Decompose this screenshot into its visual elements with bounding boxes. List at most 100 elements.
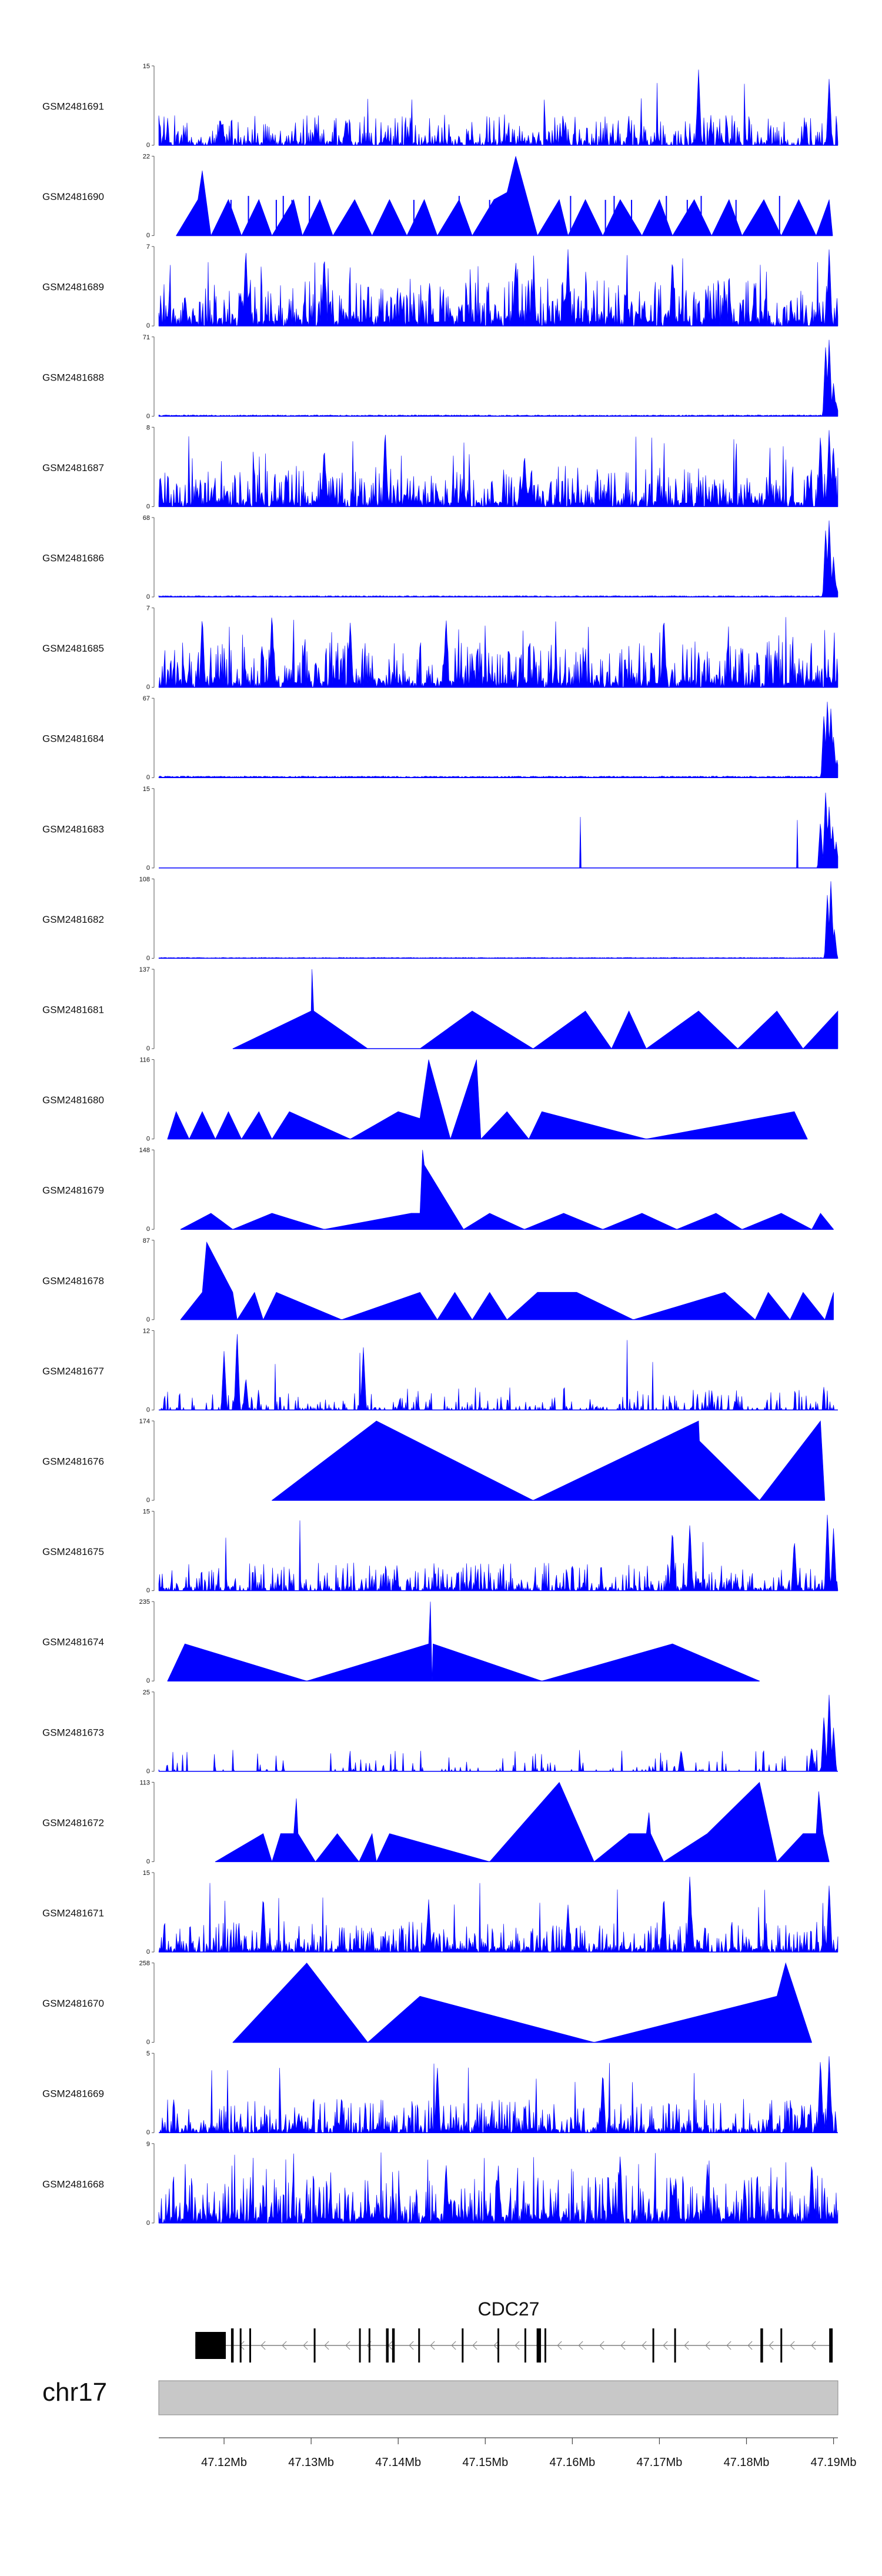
track-label: GSM2481670 bbox=[42, 1998, 104, 2009]
track: GSM2481681 137 0 bbox=[42, 966, 838, 1052]
coverage-area bbox=[158, 430, 838, 507]
track: GSM2481687 8 0 bbox=[42, 424, 838, 510]
strand-arrow bbox=[705, 2341, 710, 2350]
strand-arrow bbox=[409, 2341, 414, 2350]
track-label: GSM2481689 bbox=[42, 282, 104, 293]
coverage-area bbox=[232, 1962, 813, 2043]
x-tick-label: 47.14Mb bbox=[375, 2456, 421, 2469]
track-label: GSM2481688 bbox=[42, 372, 104, 383]
track-label: GSM2481680 bbox=[42, 1095, 104, 1106]
coverage-area bbox=[158, 1514, 838, 1591]
track-label: GSM2481681 bbox=[42, 1004, 104, 1015]
gene-model: CDC27 bbox=[195, 2298, 833, 2363]
track: GSM2481691 15 0 bbox=[42, 63, 838, 149]
strand-arrow bbox=[684, 2341, 689, 2350]
exon bbox=[652, 2328, 654, 2363]
coverage-area bbox=[180, 1241, 834, 1320]
track: GSM2481680 116 0 bbox=[42, 1057, 808, 1143]
strand-arrow bbox=[578, 2341, 583, 2350]
coverage-area bbox=[158, 1876, 838, 1953]
y-min-label: 0 bbox=[146, 322, 150, 329]
track-label: GSM2481669 bbox=[42, 2088, 104, 2100]
coverage-area bbox=[159, 2056, 838, 2134]
y-min-label: 0 bbox=[146, 1948, 150, 1956]
coverage-area bbox=[158, 339, 838, 417]
chromosome-label: chr17 bbox=[42, 2378, 107, 2407]
y-min-label: 0 bbox=[146, 1045, 150, 1052]
strand-arrow bbox=[430, 2341, 435, 2350]
track-label: GSM2481683 bbox=[42, 823, 104, 835]
track-label: GSM2481679 bbox=[42, 1185, 104, 1196]
coverage-area bbox=[215, 1781, 830, 1863]
track: GSM2481675 15 0 bbox=[42, 1509, 838, 1594]
x-tick-label: 47.17Mb bbox=[637, 2456, 683, 2469]
y-max-label: 174 bbox=[139, 1418, 150, 1425]
strand-arrow bbox=[599, 2341, 604, 2350]
track: GSM2481684 67 0 bbox=[42, 695, 838, 781]
y-min-label: 0 bbox=[146, 684, 150, 691]
exon bbox=[313, 2328, 316, 2363]
track-label: GSM2481675 bbox=[42, 1546, 104, 1557]
strand-arrow bbox=[811, 2341, 816, 2350]
coverage-area bbox=[158, 520, 838, 598]
y-max-label: 9 bbox=[146, 2141, 150, 2148]
x-tick-label: 47.18Mb bbox=[724, 2456, 770, 2469]
coverage-area bbox=[159, 792, 838, 869]
y-max-label: 67 bbox=[143, 695, 150, 702]
y-max-label: 71 bbox=[143, 334, 150, 341]
track: GSM2481673 25 0 bbox=[42, 1689, 838, 1775]
exon bbox=[524, 2328, 526, 2363]
track: GSM2481676 174 0 bbox=[42, 1418, 826, 1504]
y-max-label: 15 bbox=[143, 1509, 150, 1516]
track: GSM2481685 7 0 bbox=[42, 605, 838, 691]
track: GSM2481688 71 0 bbox=[42, 334, 838, 420]
chromosome-band bbox=[158, 2380, 838, 2415]
track-label: GSM2481677 bbox=[42, 1366, 104, 1377]
exon bbox=[544, 2328, 546, 2363]
track-label: GSM2481676 bbox=[42, 1456, 104, 1467]
y-min-label: 0 bbox=[146, 2129, 150, 2136]
y-min-label: 0 bbox=[146, 1587, 150, 1594]
strand-arrow bbox=[514, 2341, 520, 2350]
exon bbox=[760, 2328, 763, 2363]
y-min-label: 0 bbox=[146, 1677, 150, 1684]
strand-arrow bbox=[726, 2341, 731, 2350]
strand-arrow bbox=[451, 2341, 456, 2350]
strand-arrow bbox=[663, 2341, 668, 2350]
y-min-label: 0 bbox=[146, 865, 150, 872]
y-max-label: 235 bbox=[139, 1599, 150, 1606]
coverage-area bbox=[159, 1334, 838, 1411]
y-min-label: 0 bbox=[146, 503, 150, 510]
track: GSM2481668 9 0 bbox=[42, 2141, 838, 2227]
strand-arrow bbox=[557, 2341, 562, 2350]
exon bbox=[462, 2328, 464, 2363]
y-max-label: 15 bbox=[143, 63, 150, 70]
y-max-label: 108 bbox=[139, 876, 150, 883]
y-min-label: 0 bbox=[146, 1226, 150, 1233]
x-tick-label: 47.15Mb bbox=[462, 2456, 508, 2469]
track: GSM2481689 7 0 bbox=[42, 243, 838, 329]
y-max-label: 7 bbox=[146, 605, 150, 612]
track-label: GSM2481678 bbox=[42, 1275, 104, 1286]
y-min-label: 0 bbox=[146, 2039, 150, 2046]
exon bbox=[239, 2328, 242, 2363]
coverage-area bbox=[176, 156, 833, 236]
exon bbox=[829, 2328, 833, 2363]
y-max-label: 68 bbox=[143, 515, 150, 522]
y-max-label: 7 bbox=[146, 243, 150, 251]
y-max-label: 25 bbox=[143, 1689, 150, 1696]
x-tick-label: 47.12Mb bbox=[201, 2456, 247, 2469]
exon bbox=[249, 2328, 251, 2363]
y-max-label: 8 bbox=[146, 424, 150, 431]
track: GSM2481670 258 0 bbox=[42, 1960, 813, 2046]
y-min-label: 0 bbox=[146, 1858, 150, 1865]
strand-arrow bbox=[345, 2341, 350, 2350]
coverage-area bbox=[158, 69, 838, 146]
strand-arrow bbox=[769, 2341, 774, 2350]
y-max-label: 5 bbox=[146, 2050, 150, 2057]
exon bbox=[392, 2328, 395, 2363]
track-label: GSM2481685 bbox=[42, 643, 104, 654]
gene-name-label: CDC27 bbox=[478, 2298, 540, 2320]
track: GSM2481669 5 0 bbox=[42, 2050, 838, 2136]
